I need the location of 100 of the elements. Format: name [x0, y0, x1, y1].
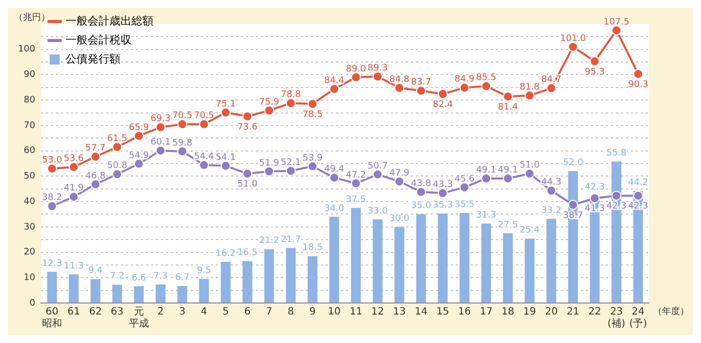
data-label: 31.3 — [476, 210, 496, 221]
bar — [308, 256, 318, 303]
data-label: 18.5 — [302, 243, 323, 254]
data-label: 54.1 — [216, 152, 236, 163]
point — [68, 162, 79, 172]
bar — [286, 248, 296, 303]
data-label: 59.8 — [172, 138, 193, 148]
data-label: 9.5 — [196, 266, 212, 276]
y-tick-label: 100 — [18, 44, 36, 55]
data-label: 51.0 — [237, 180, 258, 190]
point — [481, 81, 492, 92]
point — [524, 90, 535, 101]
data-label: 37.5 — [346, 194, 366, 205]
bar — [112, 284, 122, 303]
point — [350, 72, 361, 82]
data-label: 53.0 — [42, 156, 62, 166]
point — [156, 146, 166, 156]
data-label: 89.0 — [346, 64, 366, 74]
point — [242, 168, 252, 179]
data-label: 50.8 — [107, 161, 128, 172]
data-label: 21.7 — [280, 234, 301, 245]
point — [633, 190, 644, 201]
data-label: 81.8 — [520, 82, 540, 93]
point — [242, 111, 252, 122]
data-label: 60.1 — [150, 138, 171, 148]
x-tick-label: 2 — [157, 306, 164, 318]
point — [286, 98, 296, 108]
data-label: 75.1 — [216, 100, 236, 110]
data-label: 47.9 — [389, 168, 410, 179]
point — [416, 86, 426, 96]
bar — [503, 233, 513, 303]
x-tick-label: 21 — [566, 306, 580, 318]
point — [568, 200, 578, 210]
y-tick-label: 50 — [24, 172, 36, 182]
data-label: 43.3 — [432, 180, 453, 190]
y-tick-label: 90 — [24, 70, 36, 80]
point — [394, 82, 404, 93]
data-label: 84.8 — [389, 74, 410, 85]
point — [546, 186, 556, 196]
x-tick-label: 9 — [309, 306, 316, 318]
data-label: 95.3 — [584, 67, 605, 78]
data-label: 33.2 — [541, 206, 562, 216]
bar — [134, 286, 144, 303]
point — [524, 168, 535, 179]
x-tick-label: 8 — [288, 306, 294, 318]
x-tick-label: 3 — [179, 306, 186, 318]
bar — [351, 208, 361, 303]
y-tick-label: 70 — [24, 120, 36, 131]
y-tick-label: 40 — [24, 196, 36, 207]
x-tick-label: 10 — [328, 306, 341, 318]
data-label: 34.0 — [324, 204, 345, 214]
point — [372, 169, 383, 180]
point — [47, 164, 58, 174]
x-tick-label: 23 (補) — [608, 306, 626, 330]
point — [177, 146, 188, 156]
x-tick-label: 11 — [350, 306, 362, 318]
point — [438, 89, 448, 100]
x-tick-label: 13 — [392, 306, 406, 318]
data-label: 7.2 — [110, 272, 124, 282]
x-tick-label: 5 — [222, 306, 229, 318]
data-label: 9.4 — [88, 266, 103, 276]
bar — [460, 212, 470, 303]
data-label: 101.0 — [560, 34, 586, 44]
data-label: 44.3 — [541, 178, 562, 188]
y-axis-title: （兆円） — [14, 12, 50, 23]
data-label: 55.8 — [606, 148, 627, 158]
x-tick-label: 62 — [89, 306, 102, 318]
data-label: 57.7 — [85, 144, 106, 154]
data-label: 42.3 — [584, 182, 605, 193]
x-tick-label: 63 — [110, 306, 124, 318]
point — [134, 158, 144, 169]
data-label: 81.4 — [498, 102, 518, 113]
data-label: 54.4 — [194, 152, 214, 162]
y-tick-label: 80 — [24, 95, 36, 106]
bar — [438, 213, 448, 303]
data-label: 49.4 — [324, 164, 345, 175]
bar — [68, 274, 79, 303]
data-label: 11.3 — [64, 261, 84, 272]
data-label: 50.7 — [368, 161, 388, 172]
point — [350, 178, 361, 188]
bar — [372, 219, 383, 303]
point — [633, 68, 644, 79]
point — [264, 166, 274, 176]
point — [329, 84, 340, 94]
bar — [177, 286, 188, 303]
data-label: 35.5 — [454, 200, 475, 210]
point — [264, 105, 274, 116]
point — [198, 160, 209, 170]
data-label: 16.2 — [216, 248, 236, 259]
data-label: 7.3 — [153, 271, 168, 282]
legend-label: 公債発行額 — [66, 52, 121, 66]
point — [481, 173, 492, 184]
point — [112, 142, 122, 152]
data-label: 85.5 — [476, 73, 496, 84]
point — [90, 179, 100, 190]
data-label: 53.6 — [64, 154, 84, 164]
point — [308, 161, 318, 172]
point — [68, 192, 79, 202]
data-label: 78.8 — [280, 90, 302, 100]
point — [47, 201, 58, 212]
